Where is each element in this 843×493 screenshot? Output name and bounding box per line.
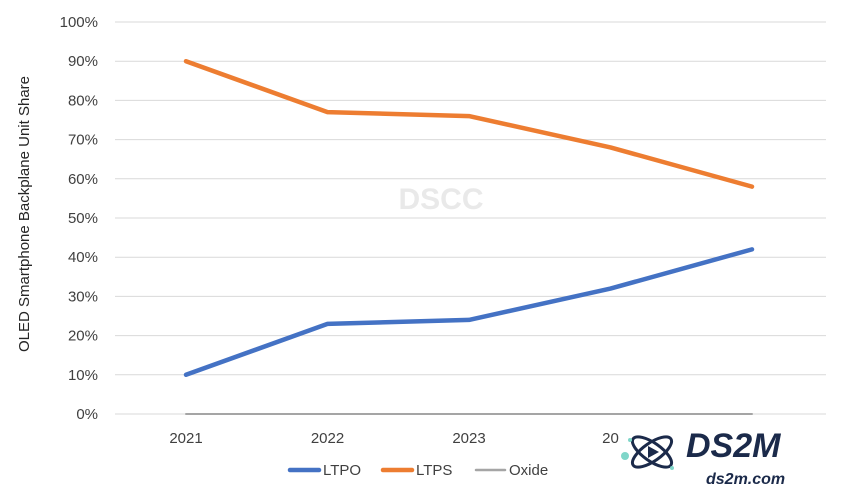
x-tick-label: 20 [602,430,619,447]
legend: LTPO LTPS Oxide [287,462,548,479]
series-lines [183,58,755,415]
gridlines [115,21,826,415]
y-tick-label: 30% [68,288,98,305]
y-tick-label: 40% [68,249,98,266]
x-tick-label: 2021 [169,430,202,447]
x-axis-ticks: 2021 2022 2023 20 [169,430,619,447]
series-line-ltps [183,58,755,189]
y-tick-label: 70% [68,132,98,149]
logo-subtitle: ds2m.com [706,471,785,488]
legend-label-ltpo: LTPO [323,462,361,479]
legend-label-ltps: LTPS [416,462,452,479]
y-tick-label: 20% [68,328,98,345]
x-tick-label: 2022 [311,430,344,447]
watermark: DSCC [398,183,483,216]
x-tick-label: 2023 [452,430,485,447]
y-axis-label: OLED Smartphone Backplane Unit Share [16,76,33,352]
y-tick-label: 50% [68,210,98,227]
y-tick-label: 90% [68,53,98,70]
logo-title: DS2M [686,427,781,465]
y-axis-ticks: 0% 10% 20% 30% 40% 50% 60% 70% 80% 90% 100% [60,14,98,423]
series-line-ltpo [183,247,755,378]
y-tick-label: 80% [68,92,98,109]
y-tick-label: 60% [68,171,98,188]
atom-icon [621,435,674,470]
ds2m-logo: DS2M ds2m.com [621,427,785,488]
y-tick-label: 0% [76,406,98,423]
y-tick-label: 10% [68,367,98,384]
y-tick-label: 100% [60,14,98,31]
legend-label-oxide: Oxide [509,462,548,479]
